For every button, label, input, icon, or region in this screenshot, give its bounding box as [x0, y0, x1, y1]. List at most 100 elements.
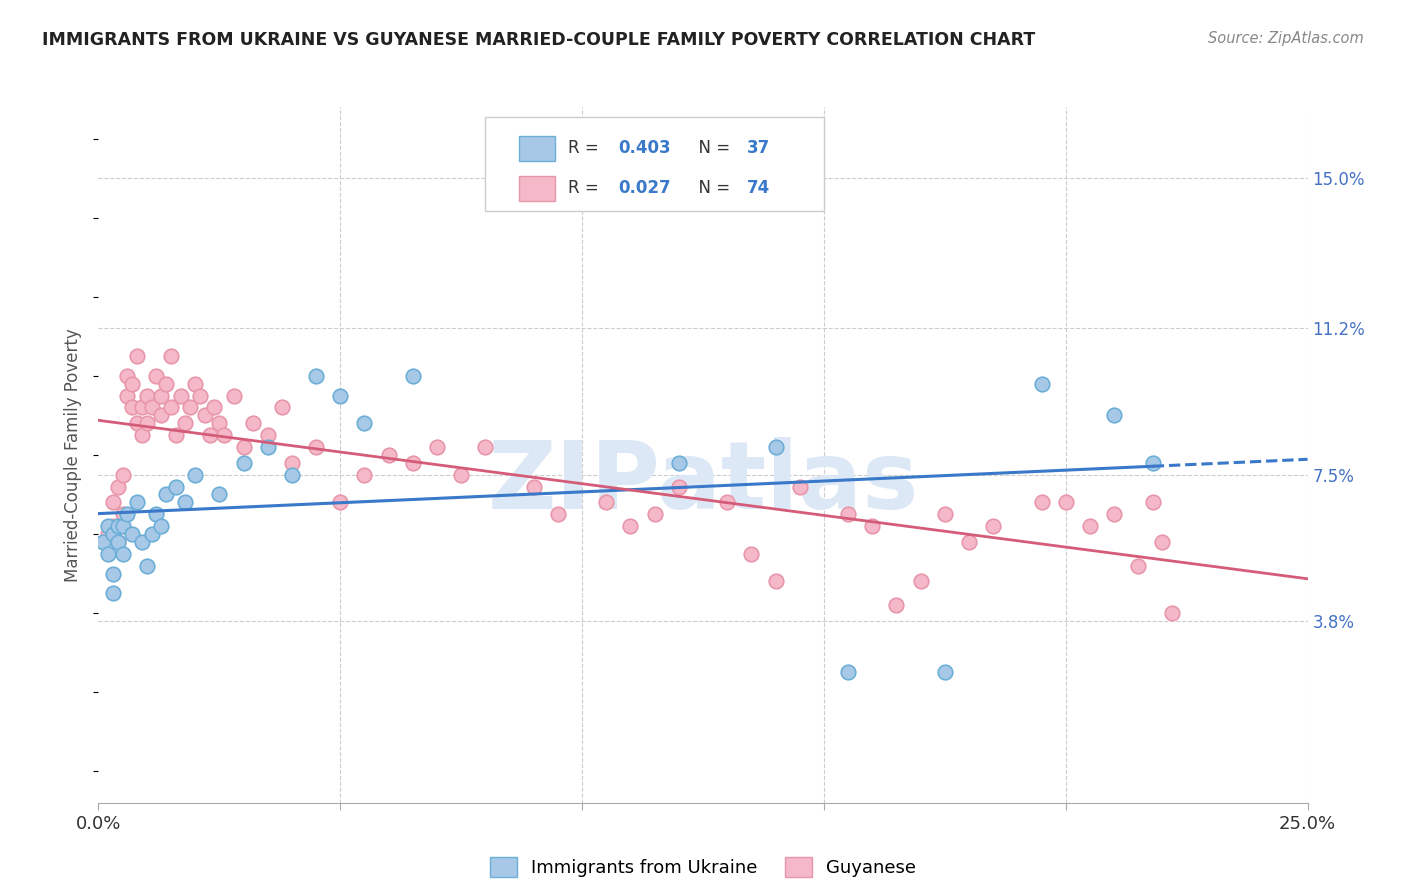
Point — [107, 479, 129, 493]
Point — [242, 417, 264, 431]
Point — [765, 574, 787, 589]
Text: R =: R = — [568, 139, 603, 157]
Point — [1054, 495, 1077, 509]
Text: 74: 74 — [747, 179, 769, 197]
Point — [837, 665, 859, 680]
Point — [934, 507, 956, 521]
Point — [131, 534, 153, 549]
Text: 0.027: 0.027 — [619, 179, 671, 197]
Point — [981, 519, 1004, 533]
Point — [165, 428, 187, 442]
Point — [101, 527, 124, 541]
Point — [595, 495, 617, 509]
Point — [121, 401, 143, 415]
Point — [271, 401, 294, 415]
Point — [101, 566, 124, 581]
Point — [1152, 534, 1174, 549]
Point — [281, 456, 304, 470]
Point — [111, 519, 134, 533]
Point — [256, 440, 278, 454]
Point — [1161, 606, 1184, 620]
Point — [1102, 507, 1125, 521]
Point — [101, 519, 124, 533]
Point — [127, 349, 149, 363]
Legend: Immigrants from Ukraine, Guyanese: Immigrants from Ukraine, Guyanese — [482, 850, 924, 884]
Point — [160, 349, 183, 363]
Point — [127, 417, 149, 431]
Point — [305, 368, 328, 383]
Point — [135, 558, 157, 573]
Text: R =: R = — [568, 179, 603, 197]
Point — [232, 440, 254, 454]
Point — [121, 527, 143, 541]
Point — [402, 368, 425, 383]
Point — [141, 527, 163, 541]
Point — [107, 534, 129, 549]
Point — [160, 401, 183, 415]
Point — [150, 409, 173, 423]
Point — [97, 547, 120, 561]
Text: Source: ZipAtlas.com: Source: ZipAtlas.com — [1208, 31, 1364, 46]
Point — [111, 547, 134, 561]
Point — [155, 487, 177, 501]
Point — [668, 456, 690, 470]
Point — [957, 534, 980, 549]
Bar — [519, 136, 555, 161]
Point — [212, 428, 235, 442]
Point — [145, 368, 167, 383]
Point — [232, 456, 254, 470]
Y-axis label: Married-Couple Family Poverty: Married-Couple Family Poverty — [65, 328, 83, 582]
Point — [1031, 376, 1053, 391]
Point — [117, 368, 139, 383]
Point — [131, 401, 153, 415]
Point — [1142, 495, 1164, 509]
Point — [127, 495, 149, 509]
Point — [910, 574, 932, 589]
Point — [131, 428, 153, 442]
Point — [174, 495, 197, 509]
Point — [402, 456, 425, 470]
Point — [169, 389, 191, 403]
Point — [765, 440, 787, 454]
Bar — [519, 176, 555, 201]
Point — [329, 389, 352, 403]
Point — [523, 479, 546, 493]
Point — [150, 519, 173, 533]
Point — [97, 519, 120, 533]
Point — [174, 417, 197, 431]
Point — [179, 401, 201, 415]
Point — [1128, 558, 1150, 573]
Point — [117, 389, 139, 403]
Point — [101, 495, 124, 509]
Point — [353, 467, 375, 482]
Point — [886, 598, 908, 612]
Point — [165, 479, 187, 493]
Point — [107, 534, 129, 549]
Point — [377, 448, 399, 462]
Text: N =: N = — [689, 179, 735, 197]
Point — [184, 376, 207, 391]
Point — [740, 547, 762, 561]
Point — [135, 417, 157, 431]
Point — [141, 401, 163, 415]
Point — [426, 440, 449, 454]
Point — [117, 507, 139, 521]
Point — [194, 409, 217, 423]
Point — [184, 467, 207, 482]
Point — [107, 519, 129, 533]
Point — [155, 376, 177, 391]
FancyBboxPatch shape — [485, 118, 824, 211]
Point — [121, 376, 143, 391]
Point — [281, 467, 304, 482]
Point — [450, 467, 472, 482]
Point — [1078, 519, 1101, 533]
Point — [644, 507, 666, 521]
Point — [188, 389, 211, 403]
Text: ZIPatlas: ZIPatlas — [488, 437, 918, 529]
Point — [198, 428, 221, 442]
Point — [619, 519, 641, 533]
Point — [208, 417, 231, 431]
Point — [668, 479, 690, 493]
Text: IMMIGRANTS FROM UKRAINE VS GUYANESE MARRIED-COUPLE FAMILY POVERTY CORRELATION CH: IMMIGRANTS FROM UKRAINE VS GUYANESE MARR… — [42, 31, 1035, 49]
Point — [204, 401, 226, 415]
